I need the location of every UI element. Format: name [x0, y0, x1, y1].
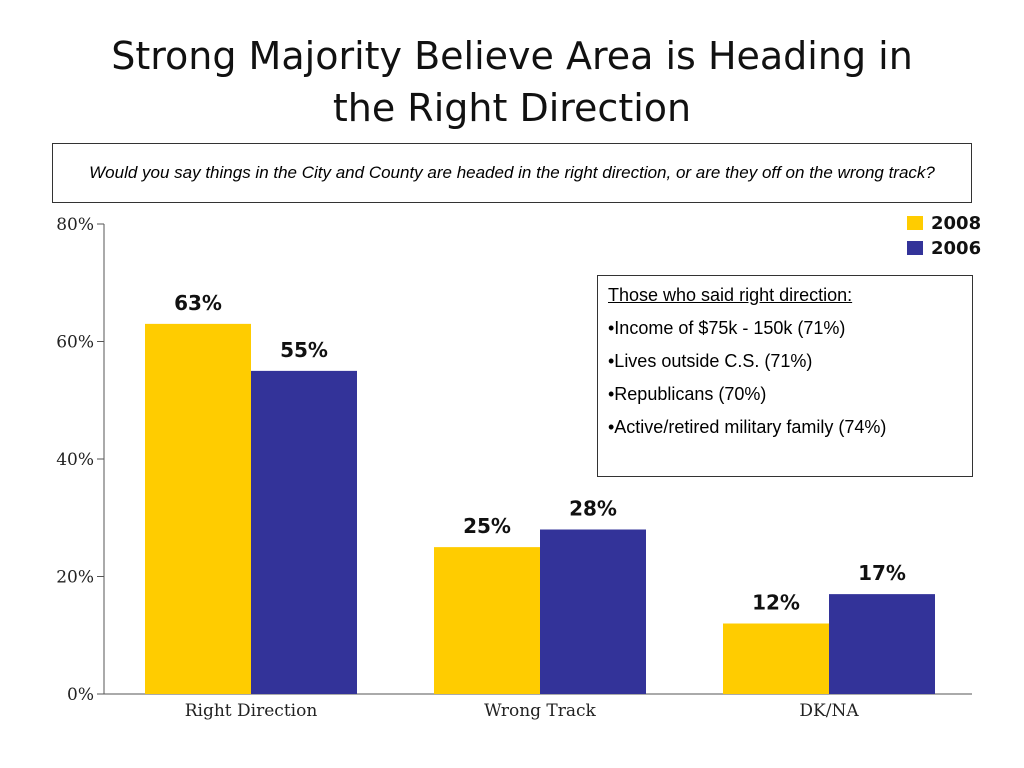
- y-tick-label: 60%: [56, 333, 94, 353]
- bar-2006: [829, 594, 935, 694]
- data-label: 25%: [463, 514, 511, 538]
- legend-swatch: [907, 216, 923, 230]
- right-direction-note-box: Those who said right direction: •Income …: [597, 275, 973, 477]
- bar-2006: [540, 529, 646, 694]
- x-category-label: DK/NA: [799, 701, 859, 721]
- bar-2008: [723, 623, 829, 694]
- x-category-label: Right Direction: [185, 701, 318, 721]
- legend-label: 2008: [931, 213, 981, 234]
- note-heading: Those who said right direction:: [608, 285, 853, 305]
- y-tick-label: 0%: [67, 685, 94, 705]
- data-label: 12%: [752, 591, 800, 615]
- slide-title: Strong Majority Believe Area is Heading …: [40, 30, 984, 134]
- survey-question-text: Would you say things in the City and Cou…: [89, 163, 935, 182]
- y-tick-label: 40%: [56, 450, 94, 470]
- note-item: •Income of $75k - 150k (71%): [608, 318, 846, 338]
- slide-title-line2: the Right Direction: [332, 86, 692, 130]
- note-item: •Lives outside C.S. (71%): [608, 351, 813, 371]
- note-item: •Republicans (70%): [608, 384, 767, 404]
- y-tick-label: 20%: [56, 568, 94, 588]
- bar-2008: [434, 547, 540, 694]
- data-label: 63%: [174, 291, 222, 315]
- x-category-label: Wrong Track: [484, 701, 596, 721]
- data-label: 55%: [280, 338, 328, 362]
- y-tick-label: 80%: [56, 215, 94, 235]
- bar-2006: [251, 370, 357, 694]
- slide-title-line1: Strong Majority Believe Area is Heading …: [111, 34, 913, 78]
- bar-2008: [145, 323, 251, 694]
- legend-swatch: [907, 241, 923, 255]
- data-label: 28%: [569, 497, 617, 521]
- data-label: 17%: [858, 561, 906, 585]
- note-item: •Active/retired military family (74%): [608, 417, 887, 437]
- survey-question-box: Would you say things in the City and Cou…: [52, 143, 972, 203]
- legend-label: 2006: [931, 238, 981, 259]
